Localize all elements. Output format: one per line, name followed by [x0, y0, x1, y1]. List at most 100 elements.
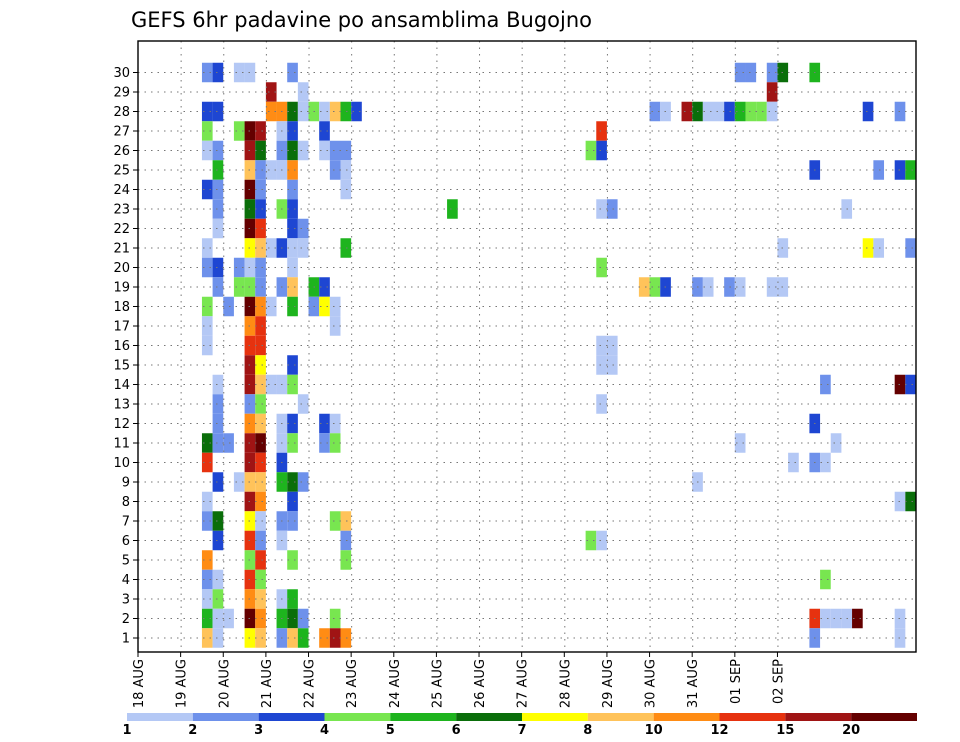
heatmap-cell [255, 452, 266, 473]
heatmap-cell [596, 140, 607, 161]
x-tick-label: 25 AUG [430, 659, 445, 708]
legend-swatch [522, 713, 588, 721]
heatmap-cell [287, 608, 298, 629]
heatmap-cell [297, 472, 309, 492]
heatmap-cell [596, 394, 607, 414]
heatmap-cell [233, 472, 245, 492]
color-legend: 1 2 3 4 5 6 7 8 10 12 15 20 [122, 713, 917, 738]
heatmap-cell [596, 335, 607, 356]
heatmap-cell [766, 62, 778, 83]
heatmap-cell [894, 628, 906, 648]
x-tick-label: 02 SEP [772, 659, 787, 704]
heatmap-cell [606, 355, 618, 375]
heatmap-cell [340, 238, 352, 258]
heatmap-cell [201, 238, 213, 258]
heatmap-cell [201, 335, 213, 356]
heatmap-cell [329, 511, 341, 531]
y-tick-label: 29 [113, 86, 130, 101]
heatmap-cell [212, 608, 224, 629]
heatmap-cell [201, 296, 213, 317]
heatmap-cell [862, 101, 874, 122]
heatmap-cell [830, 608, 842, 629]
heatmap-cell [287, 62, 298, 83]
legend-label: 5 [386, 723, 395, 738]
heatmap-cell [319, 140, 330, 161]
legend-swatch [587, 713, 654, 721]
heatmap-cell [265, 82, 277, 102]
heatmap-cell [212, 62, 224, 83]
legend-swatch [653, 713, 720, 721]
heatmap-cell [734, 433, 746, 453]
heatmap-cell [606, 335, 618, 356]
heatmap-cell [702, 101, 714, 122]
heatmap-cell [201, 121, 213, 141]
heatmap-cell [287, 101, 298, 122]
heatmap-cell [873, 160, 885, 180]
heatmap-cell [201, 62, 213, 83]
heatmap-cell [681, 101, 693, 122]
heatmap-cell [745, 101, 757, 122]
heatmap-cell [319, 413, 330, 434]
heatmap-cell [596, 257, 607, 278]
grid-lines [138, 41, 916, 652]
heatmap-cell [702, 277, 714, 297]
heatmap-cell [596, 121, 607, 141]
heatmap-cell [766, 277, 778, 297]
heatmap-cell [201, 491, 213, 512]
legend-swatch [127, 713, 193, 721]
axis-ticks: 1234567891011121314151617181920212223242… [113, 66, 786, 708]
heatmap-cell [340, 530, 352, 551]
heatmap-cell [329, 101, 341, 122]
heatmap-cell [894, 101, 906, 122]
heatmap-cell [713, 101, 725, 122]
heatmap-cell [233, 257, 245, 278]
heatmap-cell [585, 140, 597, 161]
heatmap-cell [319, 101, 330, 122]
heatmap-cell [255, 472, 266, 492]
heatmap-cell [287, 628, 298, 648]
heatmap-cell [287, 413, 298, 434]
y-tick-label: 16 [113, 339, 130, 354]
y-tick-label: 28 [113, 105, 130, 120]
x-tick-label: 24 AUG [388, 659, 403, 708]
heatmap-cell [255, 569, 266, 590]
heatmap-cell [340, 160, 352, 180]
heatmap-cell [852, 608, 863, 629]
y-tick-label: 3 [122, 593, 130, 608]
heatmap-cell [329, 413, 341, 434]
heatmap-cell [447, 199, 458, 219]
heatmap-cell [297, 608, 309, 629]
heatmap-cell [255, 530, 266, 551]
heatmap-cell [255, 179, 266, 200]
y-tick-label: 24 [113, 183, 130, 198]
heatmap-cell [255, 257, 266, 278]
heatmap-cell [873, 238, 885, 258]
heatmap-cell [287, 296, 298, 317]
heatmap-cell [287, 277, 298, 297]
heatmap-cell [212, 628, 224, 648]
heatmap-cell [862, 238, 874, 258]
heatmap-cell [297, 394, 309, 414]
heatmap-cell [255, 374, 266, 395]
heatmap-cell [287, 140, 298, 161]
heatmap-cell [255, 160, 266, 180]
y-tick-label: 25 [113, 164, 130, 179]
heatmap-cell [351, 101, 362, 122]
y-tick-label: 11 [113, 437, 130, 452]
heatmap-cell [255, 140, 266, 161]
heatmap-cell [788, 452, 799, 473]
y-tick-label: 2 [122, 612, 130, 627]
heatmap-cell [212, 160, 224, 180]
x-tick-label: 18 AUG [132, 659, 147, 708]
y-tick-label: 20 [113, 261, 130, 276]
heatmap-cell [233, 121, 245, 141]
legend-label: 7 [517, 723, 526, 738]
x-tick-label: 28 AUG [558, 659, 573, 708]
heatmap-cell [201, 550, 213, 570]
heatmap-cell [255, 433, 266, 453]
heatmap-cell [201, 452, 213, 473]
heatmap-cell [287, 257, 298, 278]
legend-label: 1 [122, 723, 131, 738]
heatmap-cell [287, 121, 298, 141]
heatmap-cell [287, 179, 298, 200]
